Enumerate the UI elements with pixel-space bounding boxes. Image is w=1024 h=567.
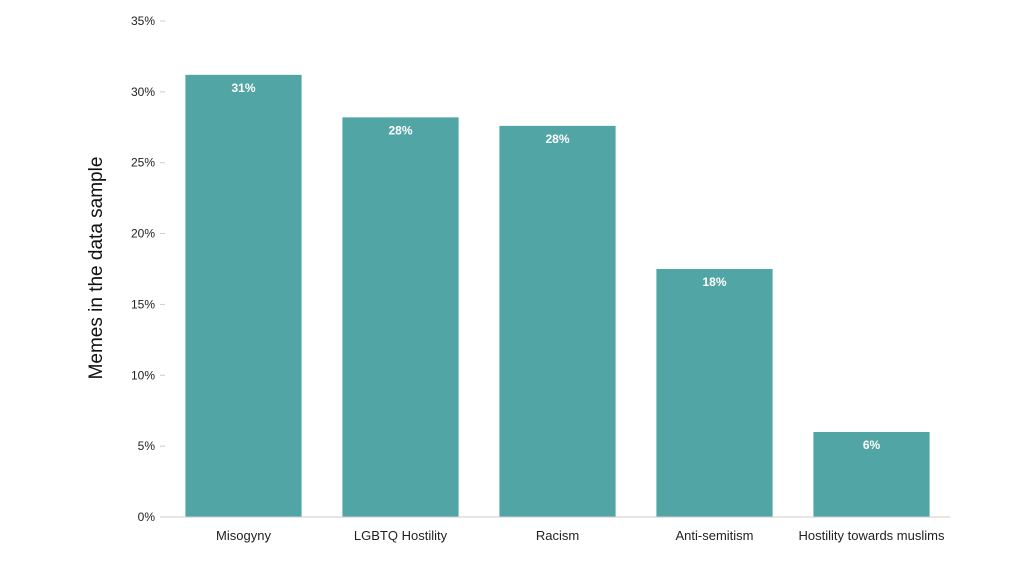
x-axis: Misogyny LGBTQ Hostility Racism Anti-semiti… <box>165 516 950 543</box>
bar-value-label: 28% <box>545 132 569 146</box>
y-tick-label: 25% <box>131 156 155 170</box>
x-category-label: LGBTQ Hostility <box>354 528 448 543</box>
y-tick-label: 10% <box>131 368 155 382</box>
bar-value-label: 6% <box>863 438 881 452</box>
y-axis-title: Memes in the data sample <box>86 157 107 380</box>
y-tick-label: 35% <box>131 14 155 28</box>
bar-value-label: 28% <box>388 123 412 137</box>
y-tick-label: 15% <box>131 297 155 311</box>
y-tick-label: 0% <box>138 510 156 524</box>
x-category-label: Hostility towards muslims <box>799 528 945 543</box>
bar-value-label: 31% <box>231 81 255 95</box>
y-tick-label: 30% <box>131 85 155 99</box>
x-category-label: Anti-semitism <box>675 528 753 543</box>
bar-racism <box>499 125 616 518</box>
bar-lgbtq-hostility <box>342 117 459 517</box>
y-tick-label: 20% <box>131 227 155 241</box>
y-axis: 0% 5% 10% 15% 20% 25% 30% 35% <box>131 14 165 524</box>
bars-group: 31% 28% 28% 18% 6% <box>185 74 930 518</box>
y-tick-label: 5% <box>138 439 156 453</box>
bar-hostility-towards-muslims <box>813 431 930 517</box>
x-category-label: Racism <box>536 528 579 543</box>
x-category-label: Misogyny <box>216 528 271 543</box>
bar-misogyny <box>185 74 302 517</box>
bar-anti-semitism <box>656 269 773 517</box>
bar-value-label: 18% <box>702 275 726 289</box>
